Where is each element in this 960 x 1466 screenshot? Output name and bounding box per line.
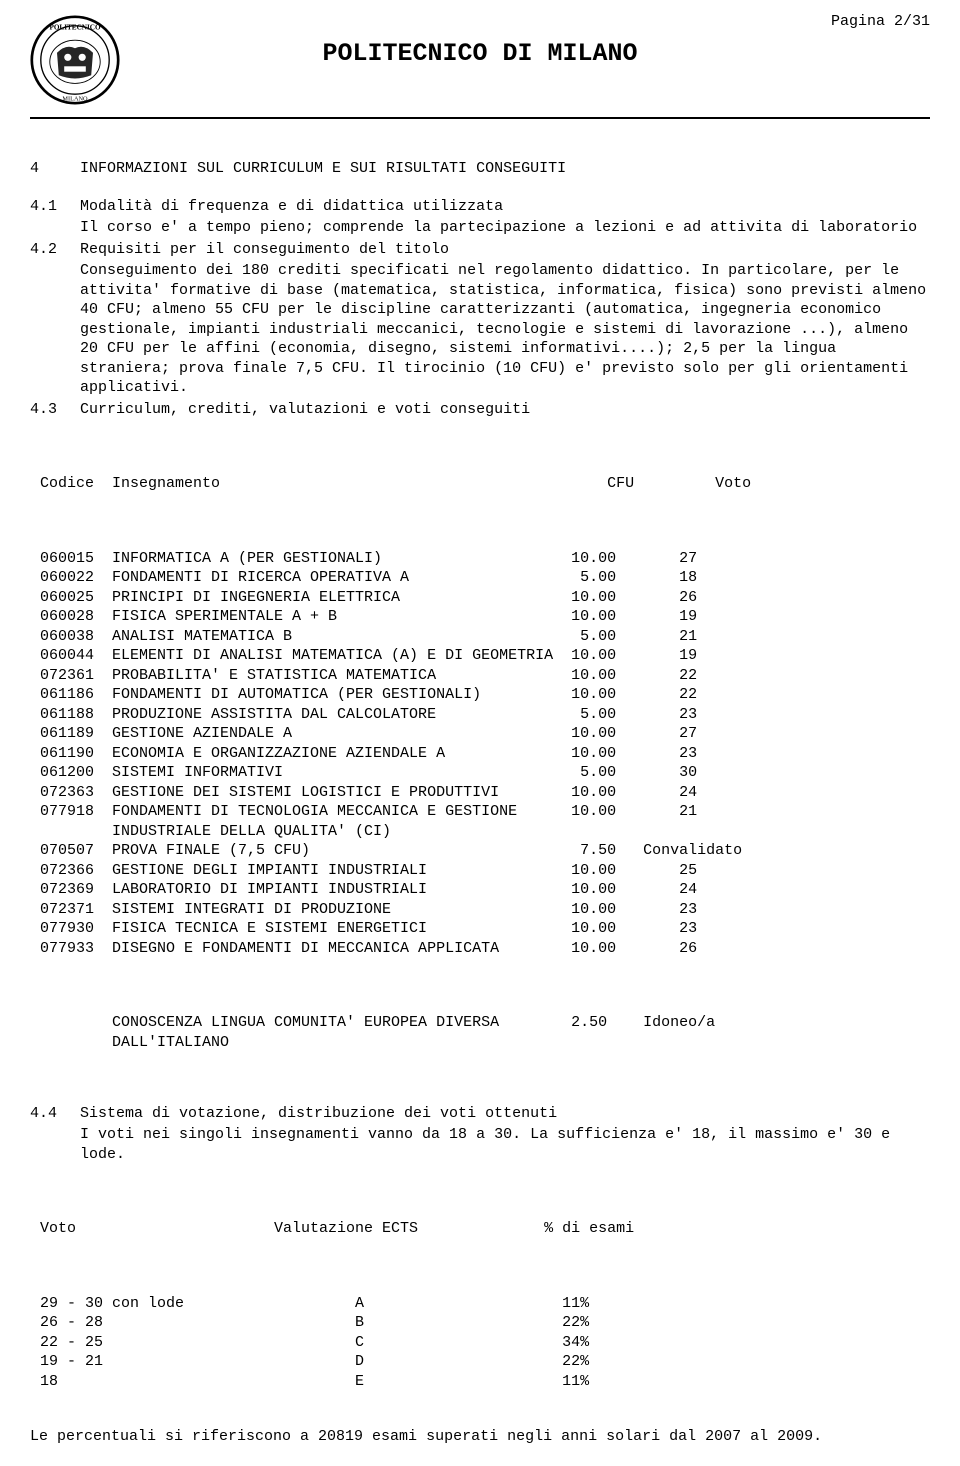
section-41-body: Il corso e' a tempo pieno; comprende la … <box>80 218 930 238</box>
section-43-title: Curriculum, crediti, valutazioni e voti … <box>80 400 930 420</box>
section-4: 4 INFORMAZIONI SUL CURRICULUM E SUI RISU… <box>30 159 930 179</box>
grade-table-body: 29 - 30 con lode A 11% 26 - 28 B 22% 22 … <box>40 1294 930 1392</box>
course-table-body: 060015 INFORMATICA A (PER GESTIONALI) 10… <box>40 549 930 959</box>
section-4-title: INFORMAZIONI SUL CURRICULUM E SUI RISULT… <box>80 159 930 179</box>
page-number: Pagina 2/31 <box>831 12 930 32</box>
section-42-body: Conseguimento dei 180 crediti specificat… <box>80 261 930 398</box>
section-41-title: Modalità di frequenza e di didattica uti… <box>80 197 930 217</box>
section-42-title: Requisiti per il conseguimento del titol… <box>80 240 930 260</box>
page-header: POLITECNICO MILANO POLITECNICO DI MILANO… <box>30 10 930 105</box>
course-table: Codice Insegnamento CFU Voto 060015 INFO… <box>40 435 930 1072</box>
university-logo: POLITECNICO MILANO <box>30 15 120 105</box>
grade-table: Voto Valutazione ECTS % di esami 29 - 30… <box>40 1180 930 1411</box>
section-44-body: I voti nei singoli insegnamenti vanno da… <box>80 1125 930 1164</box>
section-44-title: Sistema di votazione, distribuzione dei … <box>80 1104 930 1124</box>
section-41: 4.1 Modalità di frequenza e di didattica… <box>30 197 930 217</box>
section-43: 4.3 Curriculum, crediti, valutazioni e v… <box>30 400 930 420</box>
section-43-num: 4.3 <box>30 400 80 420</box>
section-41-num: 4.1 <box>30 197 80 217</box>
section-44: 4.4 Sistema di votazione, distribuzione … <box>30 1104 930 1124</box>
section-4-num: 4 <box>30 159 80 179</box>
section-44-num: 4.4 <box>30 1104 80 1124</box>
header-divider <box>30 117 930 119</box>
university-title: POLITECNICO DI MILANO <box>322 38 637 71</box>
course-table-header: Codice Insegnamento CFU Voto <box>40 474 930 494</box>
svg-text:POLITECNICO: POLITECNICO <box>49 23 101 31</box>
section-42: 4.2 Requisiti per il conseguimento del t… <box>30 240 930 260</box>
footer-note: Le percentuali si riferiscono a 20819 es… <box>30 1427 930 1447</box>
section-42-num: 4.2 <box>30 240 80 260</box>
grade-table-header: Voto Valutazione ECTS % di esami <box>40 1219 930 1239</box>
svg-text:MILANO: MILANO <box>62 96 88 103</box>
course-table-extra: CONOSCENZA LINGUA COMUNITA' EUROPEA DIVE… <box>40 1013 930 1052</box>
